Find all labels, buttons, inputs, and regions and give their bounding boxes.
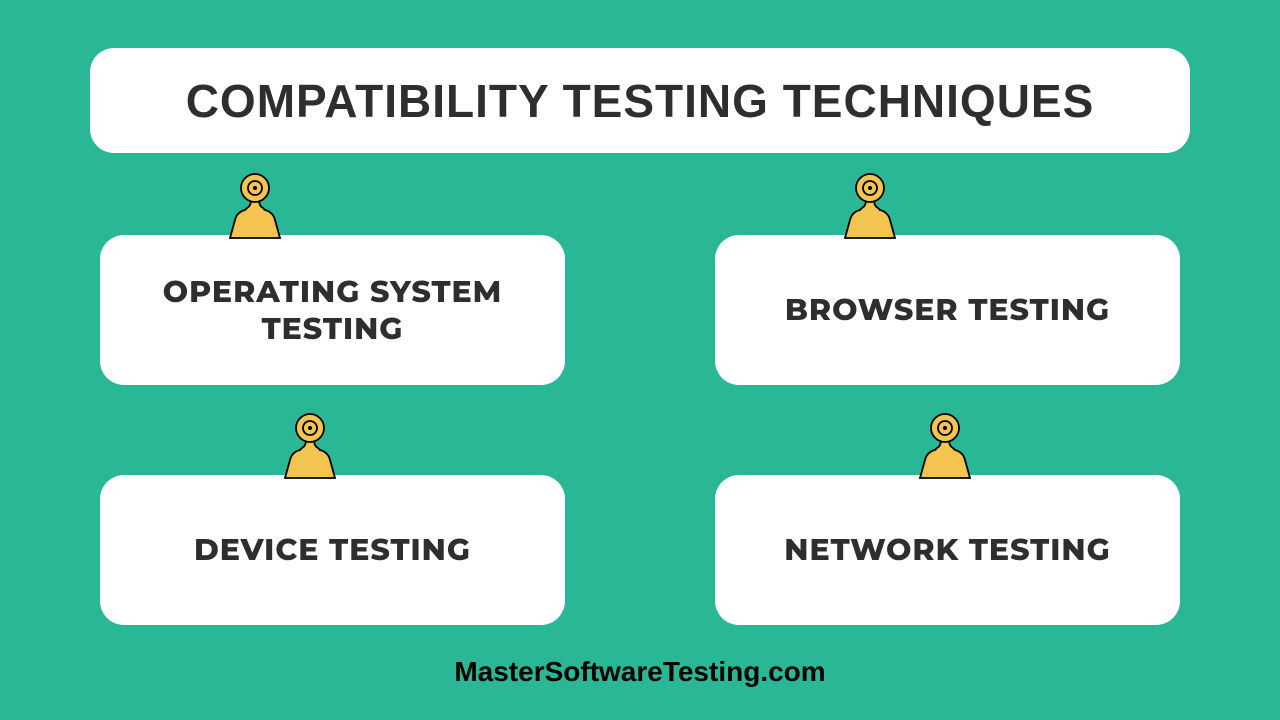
card-operating-system-testing: OPERATING SYSTEMTESTING — [100, 235, 565, 385]
clip-icon — [905, 410, 985, 480]
card-label: BROWSER TESTING — [785, 291, 1110, 329]
card-device-testing: DEVICE TESTING — [100, 475, 565, 625]
card-label: OPERATING SYSTEMTESTING — [163, 273, 503, 348]
page-title: COMPATIBILITY TESTING TECHNIQUES — [186, 74, 1095, 128]
card-label: DEVICE TESTING — [194, 531, 471, 569]
title-box: COMPATIBILITY TESTING TECHNIQUES — [90, 48, 1190, 153]
card-browser-testing: BROWSER TESTING — [715, 235, 1180, 385]
clip-icon — [270, 410, 350, 480]
clip-icon — [830, 170, 910, 240]
footer-text: MasterSoftwareTesting.com — [0, 656, 1280, 688]
card-label: NETWORK TESTING — [784, 531, 1110, 569]
card-network-testing: NETWORK TESTING — [715, 475, 1180, 625]
clip-icon — [215, 170, 295, 240]
